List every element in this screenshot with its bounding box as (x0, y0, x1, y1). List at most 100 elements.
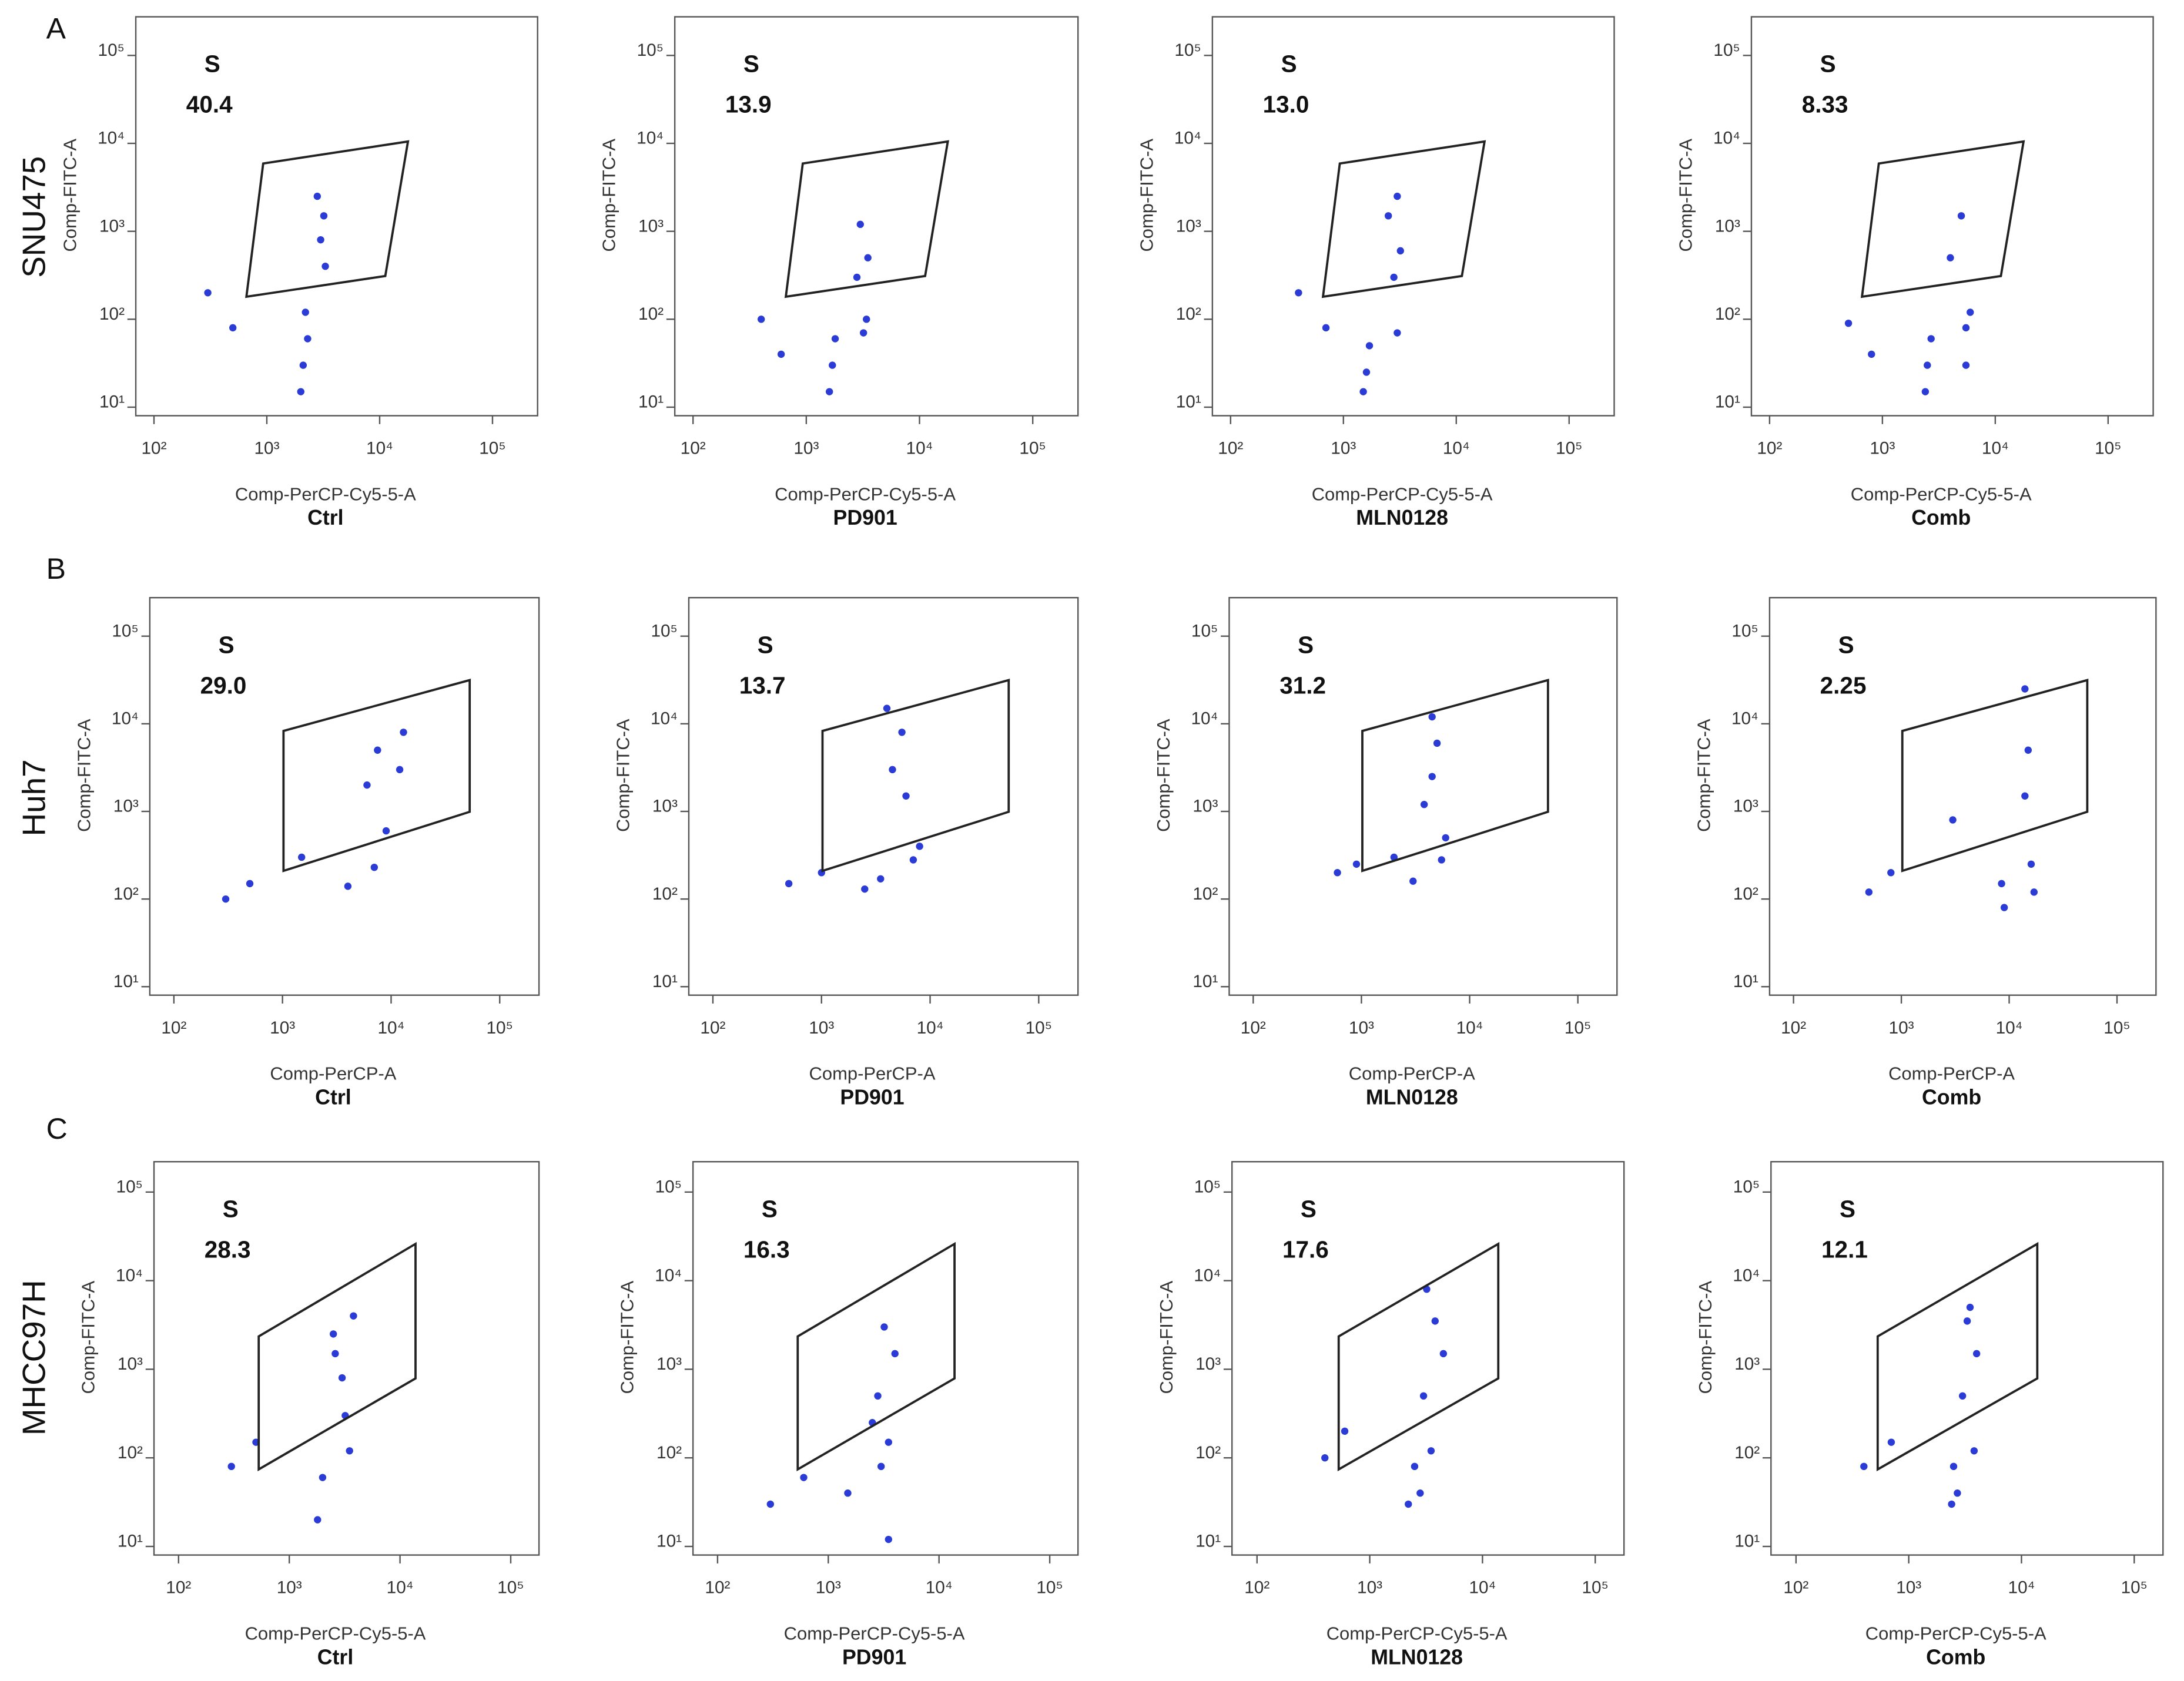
event-dot (396, 766, 404, 774)
x-axis-label: Comp-PerCP-Cy5-5-A (1851, 484, 2032, 504)
y-tick-label: 10⁵ (651, 621, 677, 640)
event-dot (2021, 685, 2029, 693)
x-tick-label: 10³ (1349, 1018, 1374, 1038)
event-dot (1970, 1447, 1978, 1455)
event-dot (877, 875, 885, 883)
event-dot (863, 316, 870, 323)
event-dot (861, 885, 869, 893)
x-tick-label: 10² (705, 1578, 730, 1598)
y-tick-label: 10⁴ (116, 1266, 143, 1285)
x-tick-label: 10³ (270, 1018, 295, 1038)
x-tick-label: 10⁵ (497, 1578, 524, 1598)
event-dot (1428, 713, 1436, 721)
event-dot (859, 329, 867, 337)
gate (1321, 140, 1486, 298)
gate-value: 40.4 (186, 91, 233, 118)
y-tick-label: 10⁵ (655, 1177, 682, 1197)
event-dot (299, 361, 307, 369)
event-dot (800, 1474, 808, 1481)
event-dot (909, 856, 917, 864)
x-tick-label: 10³ (1889, 1018, 1914, 1038)
event-dot (777, 350, 785, 358)
event-dot (1927, 335, 1935, 343)
x-tick-label: 10⁵ (479, 439, 505, 458)
event-dot (1948, 1500, 1955, 1508)
y-tick-label: 10⁴ (655, 1266, 682, 1285)
x-tick-label: 10² (1244, 1578, 1269, 1598)
event-dot (317, 236, 324, 244)
event-dot (1957, 212, 1965, 220)
chart-title: Comb (1926, 1645, 1985, 1669)
y-tick-label: 10⁴ (1731, 709, 1758, 729)
event-dot (757, 316, 765, 323)
gate (1337, 1242, 1500, 1472)
y-tick-label: 10¹ (99, 392, 125, 412)
event-dot (1924, 361, 1931, 369)
event-dot (1394, 192, 1401, 200)
event-dot (1321, 1454, 1329, 1462)
y-tick-label: 10² (113, 884, 139, 904)
gate-name: S (1840, 1195, 1855, 1222)
chart-title: MLN0128 (1356, 506, 1448, 529)
event-dot (363, 781, 371, 789)
event-dot (344, 883, 352, 890)
x-tick-label: 10³ (254, 439, 279, 458)
gate-value: 16.3 (743, 1236, 790, 1263)
event-dot (1419, 1392, 1428, 1400)
y-tick-label: 10³ (1733, 797, 1758, 816)
event-dot (856, 220, 864, 229)
plot-frame (674, 16, 1079, 417)
y-tick-label: 10³ (1195, 1354, 1221, 1374)
event-dot (1411, 1462, 1419, 1471)
y-tick-label: 10¹ (656, 1532, 682, 1551)
x-tick-label: 10³ (816, 1578, 841, 1598)
chart-title: PD901 (833, 506, 897, 529)
plot-frame (1770, 1161, 2164, 1556)
gate-name: S (1838, 631, 1854, 658)
y-tick-label: 10⁵ (637, 41, 664, 60)
event-dot (222, 895, 230, 903)
event-dot (400, 729, 407, 736)
event-dot (766, 1500, 774, 1508)
x-tick-label: 10⁵ (1556, 439, 1582, 458)
y-tick-label: 10⁵ (116, 1177, 143, 1197)
gate (821, 679, 1010, 873)
y-tick-label: 10³ (656, 1354, 682, 1374)
x-tick-label: 10⁵ (1582, 1578, 1608, 1598)
x-tick-label: 10⁵ (2103, 1018, 2130, 1038)
y-tick-label: 10³ (1193, 797, 1218, 816)
y-axis-label: Comp-FITC-A (60, 139, 81, 252)
x-axis-label: Comp-PerCP-A (270, 1063, 396, 1084)
y-tick-label: 10¹ (1715, 392, 1740, 412)
y-tick-label: 10⁵ (1733, 1177, 1760, 1197)
event-dot (346, 1447, 353, 1455)
y-tick-label: 10⁴ (112, 709, 139, 729)
x-tick-label: 10² (1757, 439, 1782, 458)
x-tick-label: 10⁴ (1469, 1578, 1496, 1598)
event-dot (370, 863, 378, 871)
x-tick-label: 10⁵ (1026, 1018, 1052, 1038)
x-tick-label: 10⁵ (1036, 1578, 1063, 1598)
y-axis-label: Comp-FITC-A (617, 1281, 638, 1394)
event-dot (825, 388, 833, 395)
x-tick-label: 10² (1241, 1018, 1266, 1038)
y-tick-label: 10¹ (638, 392, 664, 412)
event-dot (1405, 1500, 1412, 1508)
chart-title: Comb (1911, 506, 1971, 529)
gate-value: 17.6 (1282, 1236, 1329, 1263)
event-dot (321, 263, 329, 270)
plot-frame (1228, 597, 1618, 996)
gate (245, 140, 410, 298)
gate-value: 29.0 (200, 672, 247, 699)
gate-value: 12.1 (1821, 1236, 1868, 1263)
event-dot (313, 192, 321, 200)
y-tick-label: 10³ (118, 1354, 143, 1374)
x-tick-label: 10⁴ (926, 1578, 953, 1598)
event-dot (1396, 247, 1404, 255)
y-axis-label: Comp-FITC-A (1676, 139, 1696, 252)
event-dot (1420, 800, 1428, 808)
gate-name: S (1298, 631, 1314, 658)
plot-frame (153, 1161, 540, 1556)
event-dot (1438, 856, 1445, 864)
